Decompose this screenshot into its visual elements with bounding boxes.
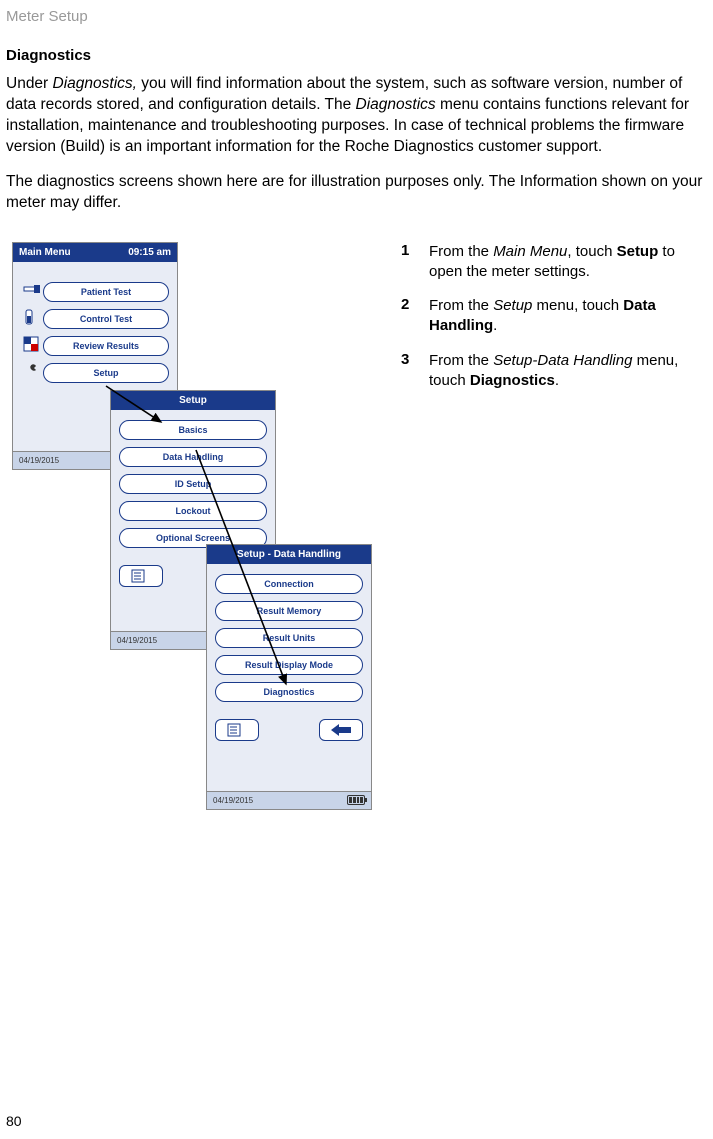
logout-button-2[interactable] — [215, 719, 259, 741]
intro-paragraph-1: Under Diagnostics, you will find informa… — [6, 74, 707, 158]
result-units-label: Result Units — [263, 633, 316, 643]
step-3-number: 3 — [401, 351, 429, 392]
s3a: From the — [429, 352, 493, 369]
p1-d: Diagnostics — [356, 96, 436, 113]
s2c: menu, touch — [532, 297, 623, 314]
review-results-button[interactable]: Review Results — [43, 336, 169, 356]
step-2-number: 2 — [401, 296, 429, 337]
lockout-button[interactable]: Lockout — [119, 501, 267, 521]
patient-test-label: Patient Test — [81, 287, 131, 297]
result-memory-button[interactable]: Result Memory — [215, 601, 363, 621]
result-display-mode-button[interactable]: Result Display Mode — [215, 655, 363, 675]
main-menu-date: 04/19/2015 — [19, 456, 59, 465]
connection-label: Connection — [264, 579, 314, 589]
s2e: . — [493, 317, 497, 334]
setup-label: Setup — [93, 368, 118, 378]
step-1-text: From the Main Menu, touch Setup to open … — [429, 242, 701, 283]
intro-paragraph-2: The diagnostics screens shown here are f… — [6, 172, 707, 214]
data-handling-header: Setup - Data Handling — [207, 545, 371, 564]
section-title: Diagnostics — [6, 47, 707, 64]
s3d: Diagnostics — [470, 372, 555, 389]
chapter-header: Meter Setup — [0, 0, 713, 25]
patient-test-icon — [22, 281, 42, 301]
s3e: . — [555, 372, 559, 389]
main-menu-header: Main Menu 09:15 am — [13, 243, 177, 262]
instruction-steps: 1 From the Main Menu, touch Setup to ope… — [401, 242, 701, 406]
basics-label: Basics — [178, 425, 207, 435]
data-handling-title: Setup - Data Handling — [237, 549, 341, 560]
result-memory-label: Result Memory — [257, 606, 322, 616]
result-units-button[interactable]: Result Units — [215, 628, 363, 648]
main-menu-title: Main Menu — [19, 247, 71, 258]
patient-test-button[interactable]: Patient Test — [43, 282, 169, 302]
back-arrow-icon — [329, 723, 353, 737]
setup-title: Setup — [179, 395, 207, 406]
setup-header: Setup — [111, 391, 275, 410]
p1-b: Diagnostics, — [53, 75, 137, 92]
connection-button[interactable]: Connection — [215, 574, 363, 594]
battery-icon — [347, 795, 365, 805]
data-handling-screen: Setup - Data Handling Connection Result … — [206, 544, 372, 810]
screens-illustration: Main Menu 09:15 am Patient Test C — [6, 242, 406, 802]
id-setup-label: ID Setup — [175, 479, 212, 489]
control-test-button[interactable]: Control Test — [43, 309, 169, 329]
s1d: Setup — [617, 243, 659, 260]
logout-icon — [227, 723, 247, 737]
review-results-label: Review Results — [73, 341, 139, 351]
logout-icon — [131, 569, 151, 583]
data-handling-date: 04/19/2015 — [213, 796, 253, 805]
s2a: From the — [429, 297, 493, 314]
step-1-number: 1 — [401, 242, 429, 283]
logout-button[interactable] — [119, 565, 163, 587]
step-2-text: From the Setup menu, touch Data Handling… — [429, 296, 701, 337]
s3b: Setup-Data Handling — [493, 352, 632, 369]
control-test-label: Control Test — [80, 314, 132, 324]
data-handling-button[interactable]: Data Handling — [119, 447, 267, 467]
basics-button[interactable]: Basics — [119, 420, 267, 440]
main-menu-time: 09:15 am — [128, 247, 171, 258]
s2b: Setup — [493, 297, 532, 314]
setup-date: 04/19/2015 — [117, 636, 157, 645]
s1c: , touch — [567, 243, 616, 260]
review-results-icon — [22, 335, 42, 355]
data-handling-label: Data Handling — [163, 452, 224, 462]
setup-icon — [22, 362, 42, 382]
page-number: 80 — [6, 1113, 22, 1129]
s1a: From the — [429, 243, 493, 260]
setup-button[interactable]: Setup — [43, 363, 169, 383]
optional-screens-label: Optional Screens — [156, 533, 230, 543]
step-3-text: From the Setup-Data Handling menu, touch… — [429, 351, 701, 392]
p1-a: Under — [6, 75, 53, 92]
result-display-mode-label: Result Display Mode — [245, 660, 333, 670]
data-handling-footer: 04/19/2015 — [207, 791, 371, 809]
id-setup-button[interactable]: ID Setup — [119, 474, 267, 494]
back-button[interactable] — [319, 719, 363, 741]
lockout-label: Lockout — [176, 506, 211, 516]
diagnostics-button[interactable]: Diagnostics — [215, 682, 363, 702]
s1b: Main Menu — [493, 243, 567, 260]
diagnostics-label: Diagnostics — [263, 687, 314, 697]
control-test-icon — [22, 308, 42, 328]
